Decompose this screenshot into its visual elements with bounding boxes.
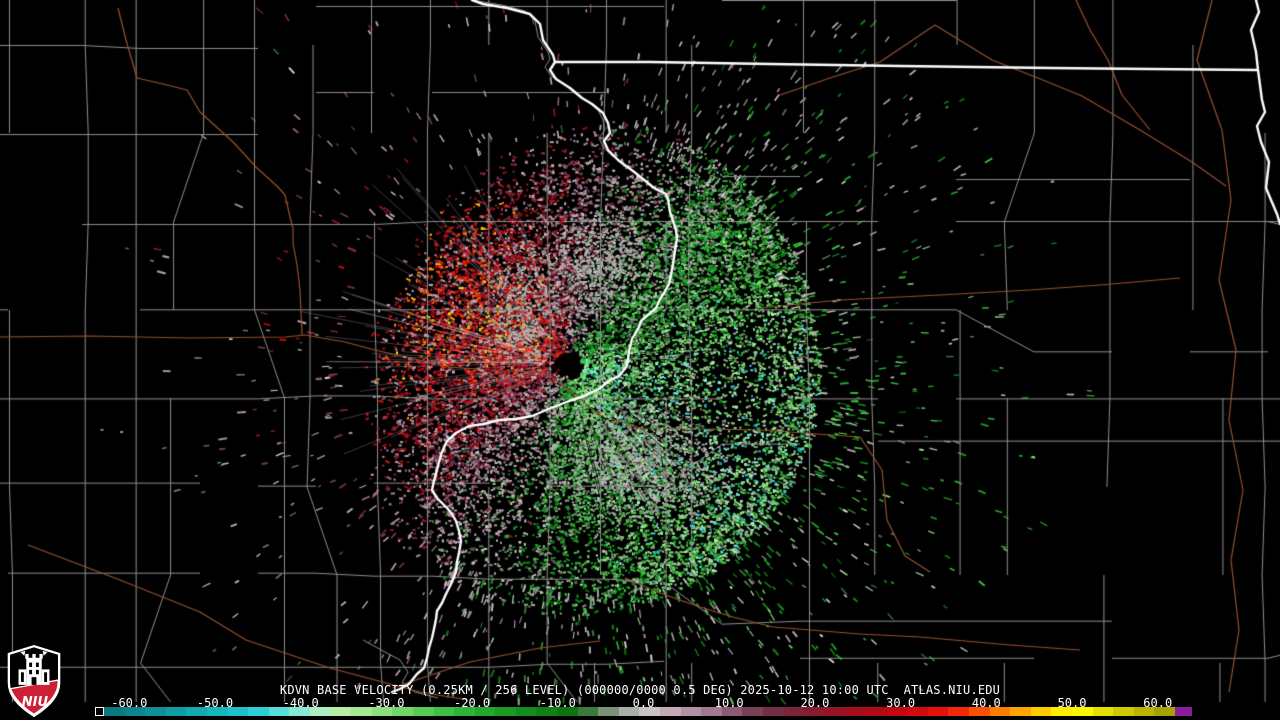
colorbar-cell — [927, 707, 949, 716]
colorbar-cell — [1071, 707, 1093, 716]
colorbar-cell — [1113, 707, 1134, 716]
colorbar-tick: 40.0 — [971, 696, 1001, 710]
colorbar-cell — [433, 707, 455, 716]
colorbar-cell — [454, 707, 475, 716]
niu-logo: NIU — [7, 644, 61, 718]
colorbar-cell — [248, 707, 269, 716]
colorbar-cell — [268, 707, 290, 716]
colorbar-tick: -60.0 — [111, 696, 148, 710]
colorbar-cell — [907, 707, 928, 716]
colorbar-tick: -50.0 — [196, 696, 234, 710]
colorbar-cell — [1133, 707, 1155, 716]
colorbar-tick: 50.0 — [1057, 696, 1087, 710]
colorbar-cell — [1030, 707, 1052, 716]
colorbar-cell — [351, 707, 372, 716]
colorbar-cell — [145, 707, 166, 716]
niu-shield-red-band — [9, 679, 59, 716]
colorbar-cell — [598, 707, 619, 716]
niu-logo-text: NIU — [22, 695, 49, 710]
colorbar-cell — [536, 707, 558, 716]
colorbar-cell — [824, 707, 846, 716]
colorbar-cell — [95, 707, 104, 716]
colorbar-cell — [865, 707, 887, 716]
colorbar-cell — [763, 707, 784, 716]
colorbar-tick: 10.0 — [714, 696, 744, 710]
colorbar-tick: -10.0 — [539, 696, 576, 710]
colorbar-cell — [618, 707, 640, 716]
colorbar-cell — [680, 707, 702, 716]
colorbar-cell — [948, 707, 969, 716]
colorbar-tick: -40.0 — [282, 696, 319, 710]
colorbar-cell — [660, 707, 681, 716]
colorbar-cell — [1092, 707, 1114, 716]
colorbar-cell — [371, 707, 393, 716]
colorbar-cell — [783, 707, 805, 716]
colorbar-cell — [186, 707, 207, 716]
colorbar-cell — [968, 707, 990, 716]
colorbar-cell — [104, 707, 125, 716]
velocity-colorbar — [95, 707, 1192, 716]
colorbar-cell — [206, 707, 228, 716]
colorbar-cell — [557, 707, 578, 716]
colorbar-cell — [165, 707, 187, 716]
colorbar-cell — [392, 707, 413, 716]
colorbar-tick: 30.0 — [886, 696, 916, 710]
colorbar-cell — [701, 707, 722, 716]
colorbar-cell — [1154, 707, 1175, 716]
colorbar-cell — [886, 707, 908, 716]
colorbar-cell — [1174, 707, 1192, 716]
colorbar-cell — [515, 707, 537, 716]
colorbar-cell — [1051, 707, 1072, 716]
colorbar-cell — [309, 707, 331, 716]
colorbar-cell — [577, 707, 599, 716]
colorbar-cell — [412, 707, 434, 716]
colorbar-cell — [227, 707, 249, 716]
colorbar-cell — [721, 707, 743, 716]
colorbar-cell — [742, 707, 763, 716]
colorbar-tick: -20.0 — [454, 696, 491, 710]
colorbar-tick: 20.0 — [800, 696, 830, 710]
colorbar-cell — [845, 707, 866, 716]
colorbar-tick: 60.0 — [1143, 696, 1173, 710]
colorbar-cell — [124, 707, 146, 716]
colorbar-tick-labels: -60.0 -50.0 -40.0 -30.0 -20.0 -10.0 0.0 10.0 20.… — [0, 696, 1280, 710]
product-title-text: KDVN BASE VELOCITY (0.25KM / 256 LEVEL) … — [279, 683, 1001, 697]
colorbar-tick: 0.0 — [632, 696, 655, 710]
castle-icon — [18, 651, 50, 685]
colorbar-cell — [495, 707, 516, 716]
colorbar-cell — [474, 707, 496, 716]
colorbar-cell — [330, 707, 352, 716]
colorbar-cell — [639, 707, 661, 716]
colorbar-cell — [1010, 707, 1031, 716]
colorbar-cell — [289, 707, 310, 716]
colorbar-tick: -30.0 — [368, 696, 405, 710]
colorbar-cell — [804, 707, 825, 716]
colorbar-cell — [989, 707, 1011, 716]
